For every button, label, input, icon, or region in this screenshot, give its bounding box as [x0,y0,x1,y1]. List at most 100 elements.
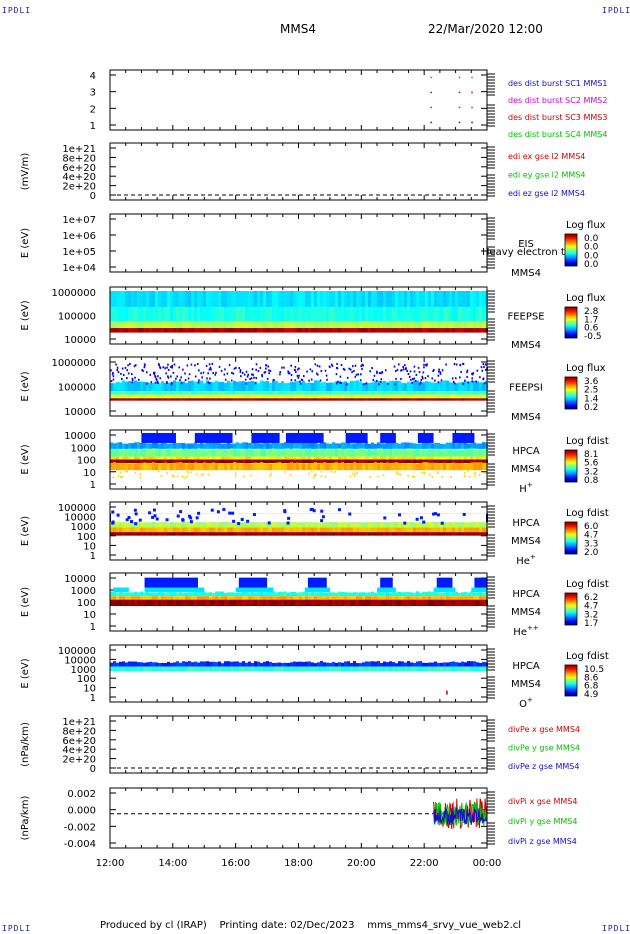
spectrogram-cell [224,592,227,597]
spectrogram-cell [344,462,347,471]
spectrogram-cell [245,532,248,536]
spectrogram-cell [431,599,434,607]
panel-frame [109,501,488,561]
spectrogram-cell [305,599,308,607]
spectrogram-cell [110,383,113,392]
spectrogram-cell [449,527,452,533]
spectrogram-burst [144,577,198,588]
spectrogram-cell [395,666,398,672]
spectrogram-cell [122,456,125,460]
spectrogram-cell [278,462,281,471]
spectrogram-cell [434,306,437,322]
spectrogram-cell [110,459,113,464]
spectrogram-cell [125,391,128,395]
spectrogram-cell [236,391,239,395]
spectrogram-cell [197,448,200,457]
spectrogram-cell [134,448,137,457]
spectrogram-cell [185,463,188,471]
spectrogram-cell [350,666,353,672]
spectrogram-cell [368,394,371,399]
spectrogram-cell [134,391,137,395]
colorbar-tick-label: 1.7 [584,619,598,629]
spectrogram-cell [233,596,236,600]
spectrogram-speck [340,363,343,366]
spectrogram-cell [332,592,335,597]
spectrogram-cell [479,448,482,457]
spectrogram-cell [383,459,386,464]
spectrogram-cell [338,532,341,536]
spectrogram-cell [245,321,248,329]
spectrogram-cell [266,394,269,399]
spectrogram-cell [431,596,434,600]
spectrogram-speck [339,381,341,384]
spectrogram-cell [266,459,269,464]
spectrogram-speck [162,366,165,369]
spectrogram-cell [236,532,239,536]
y-tick-label: 2 [90,104,96,115]
spectrogram-cell [203,599,206,607]
y-tick-label: 1000 [71,665,96,676]
spectrogram-cell [149,599,152,607]
spectrogram-cell [230,398,233,401]
spectrogram-cell [377,591,380,597]
spectrogram-cell [323,456,326,460]
colorbar [564,521,578,555]
spectrogram-cell [143,462,146,471]
spectrogram-cell [293,532,296,536]
spectrogram-cell [251,321,254,329]
spectrogram-cell [347,666,350,672]
spectrogram-cell [254,381,257,392]
spectrogram-cell [131,527,134,533]
spectrogram-cell [197,666,200,672]
spectrogram-cell [332,459,335,464]
spectrogram-cell [269,394,272,399]
spectrogram-cell [308,459,311,464]
spectrogram-cell [389,380,392,392]
spectrogram-cell [290,662,293,667]
spectrogram-cell [395,592,398,597]
spectrogram-cell [164,662,167,667]
spectrogram-cell [266,596,269,600]
spectrogram-cell [386,321,389,329]
spectrogram-cell [317,394,320,399]
spectrogram-cell [155,596,158,600]
spectrogram-cell [422,306,425,322]
spectrogram-cell [167,306,170,322]
spectrogram-cell [257,391,260,395]
spectrogram-cell [410,394,413,399]
spectrogram-cell [404,321,407,329]
spectrogram-cell [377,306,380,322]
spectrogram-cell [296,398,299,401]
spectrogram-cell [368,328,371,333]
spectrogram-cell [473,394,476,399]
spectrogram-cell [341,391,344,395]
spectrogram-cell [413,306,416,322]
spectrogram-burst [471,587,487,593]
spectrogram-cell [329,328,332,333]
spectrogram-speck [124,366,127,369]
spectrogram-cell [341,321,344,329]
spectrogram-cell [236,290,239,307]
spectrogram-cell [182,306,185,322]
spectrogram-cell [299,391,302,395]
spectrogram-cell [284,456,287,460]
burst-mark [458,121,461,124]
spectrogram-cell [419,398,422,401]
spectrogram-cell [287,527,290,533]
spectrogram-burst [380,432,396,443]
spectrogram-cell [407,381,410,392]
spectrogram-speck [190,471,193,474]
spectrogram-cell [434,394,437,399]
spectrogram-speck [300,378,303,381]
spectrogram-cell [275,456,278,460]
legend-entry: divPi y gse MMS4 [508,817,577,826]
spectrogram-speck [413,370,416,373]
spectrogram-cell [188,592,191,597]
spectrogram-cell [281,596,284,600]
spectrogram-cell [440,522,443,528]
spectrogram-cell [215,527,218,533]
spectrogram-cell [473,391,476,395]
spectrogram-cell [197,321,200,329]
spectrogram-speck [197,511,201,515]
spectrogram-cell [266,599,269,607]
